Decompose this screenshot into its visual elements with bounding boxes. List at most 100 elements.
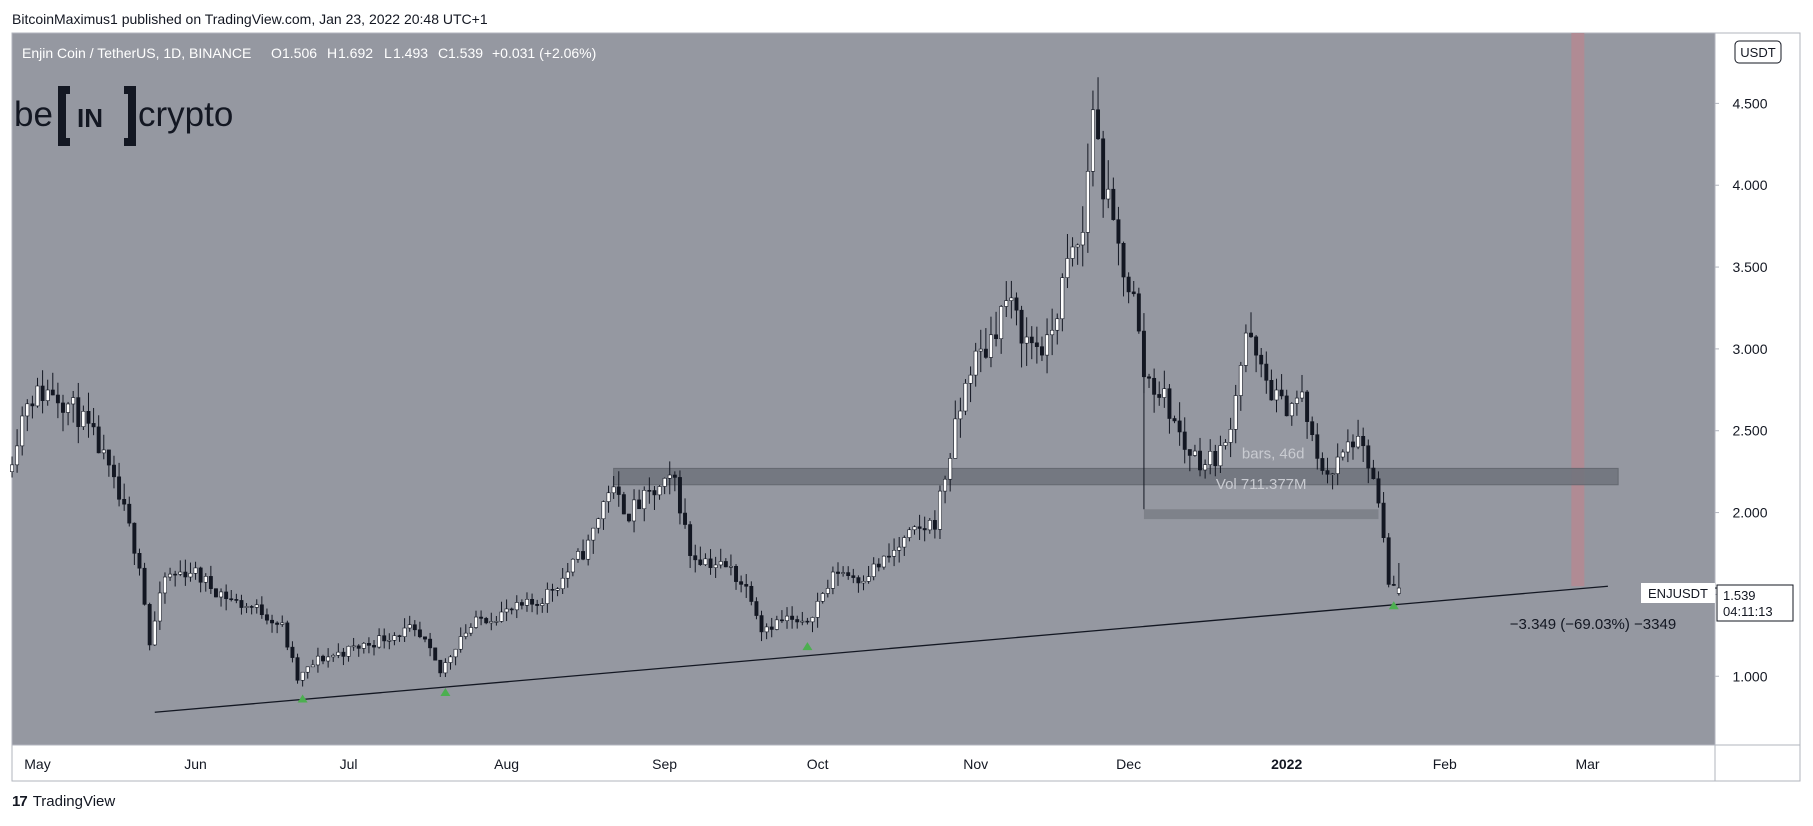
candle-down <box>91 423 96 428</box>
candle-down <box>96 426 101 454</box>
x-tick-label: Nov <box>963 756 988 772</box>
candle-up <box>973 350 978 376</box>
candle-down <box>1116 219 1121 244</box>
candle-down <box>112 464 116 478</box>
candle-up <box>1356 435 1361 448</box>
ohlc-low-label: L <box>384 45 392 61</box>
candle-up <box>662 477 667 487</box>
footer-brand[interactable]: 17 TradingView <box>12 793 115 810</box>
candle-up <box>1055 318 1060 331</box>
beincrypto-logo: be IN crypto <box>14 86 233 146</box>
candle-up <box>841 572 846 574</box>
candle-down <box>417 629 422 638</box>
candle-up <box>35 385 40 407</box>
candle-down <box>259 604 264 616</box>
candle-up <box>560 577 565 590</box>
candle-up <box>963 383 968 412</box>
ohlc-high-label: H <box>327 45 337 61</box>
candle-down <box>1019 309 1024 344</box>
candle-down <box>1182 431 1187 450</box>
candle-up <box>351 645 356 648</box>
candle-up <box>545 589 550 604</box>
target-bar <box>1571 33 1585 587</box>
candle-down <box>208 576 213 589</box>
svg-text:1.506: 1.506 <box>282 45 317 61</box>
candle-up <box>820 593 825 602</box>
candle-down <box>1259 354 1264 365</box>
candle-up <box>866 576 871 582</box>
candle-up <box>1090 109 1095 172</box>
ohlc-close-label: C <box>438 45 448 61</box>
candle-down <box>683 512 687 525</box>
x-tick-label: Jul <box>340 756 358 772</box>
candle-up <box>280 622 285 625</box>
candle-down <box>626 513 631 522</box>
candle-down <box>183 571 188 578</box>
candle-up <box>596 518 601 529</box>
candle-down <box>1249 332 1253 338</box>
candle-down <box>734 566 738 582</box>
candle-down <box>616 486 621 495</box>
candle-down <box>688 524 693 556</box>
candle-down <box>846 572 851 576</box>
candle-up <box>800 620 805 623</box>
candle-down <box>779 619 784 622</box>
logo-bracket-left <box>58 86 70 146</box>
candle-down <box>1126 276 1131 293</box>
candle-up <box>1396 587 1401 594</box>
candle-down <box>86 411 91 424</box>
candle-up <box>927 520 932 531</box>
candle-up <box>825 588 830 594</box>
candle-up <box>499 611 504 622</box>
x-tick-label: Feb <box>1433 756 1457 772</box>
x-tick-label: Dec <box>1116 756 1141 772</box>
candle-up <box>448 656 453 663</box>
svg-text:1.493: 1.493 <box>393 45 428 61</box>
candle-down <box>1121 242 1126 278</box>
candle-up <box>489 621 494 624</box>
candle-down <box>1111 188 1116 220</box>
candle-up <box>881 555 886 568</box>
candle-down <box>173 573 178 576</box>
bottom-marker-icon <box>802 642 813 651</box>
measure-range-box <box>1143 509 1379 520</box>
candle-up <box>1335 456 1340 474</box>
candle-down <box>739 581 744 585</box>
candle-up <box>871 563 876 577</box>
currency-badge-box[interactable] <box>1734 40 1782 64</box>
candle-up <box>815 600 820 618</box>
candle-down <box>1213 450 1218 467</box>
candle-up <box>1233 395 1238 430</box>
candle-down <box>341 651 346 657</box>
candle-down <box>249 606 254 608</box>
candle-up <box>902 537 907 548</box>
candle-up <box>468 627 473 634</box>
candle-up <box>443 662 448 674</box>
ascending-support-line[interactable] <box>154 585 1608 713</box>
candle-up <box>989 334 993 358</box>
candle-up <box>525 599 529 606</box>
candle-down <box>1386 537 1391 585</box>
symbol-line: Enjin Coin / TetherUS, 1D, BINANCE <box>22 45 251 61</box>
candle-up <box>407 624 412 629</box>
candle-up <box>1009 297 1014 301</box>
candle-up <box>458 636 463 650</box>
countdown-label: 04:11:13 <box>1723 604 1773 619</box>
svg-text:1.539: 1.539 <box>448 45 483 61</box>
x-tick-label: Sep <box>652 756 677 772</box>
currency-badge[interactable]: USDT <box>1740 45 1775 60</box>
candle-down <box>1361 435 1366 447</box>
ohlc-change: +0.031 (+2.06%) <box>492 45 596 61</box>
candle-down <box>693 555 698 561</box>
logo-text-crypto: crypto <box>138 95 233 134</box>
candle-up <box>219 591 224 598</box>
candle-down <box>142 567 147 605</box>
candle-down <box>836 571 840 574</box>
candle-down <box>122 498 127 505</box>
candle-up <box>1045 334 1050 356</box>
candle-down <box>423 636 427 640</box>
candle-up <box>453 648 458 658</box>
candle-down <box>698 559 703 565</box>
candle-up <box>1243 332 1248 366</box>
